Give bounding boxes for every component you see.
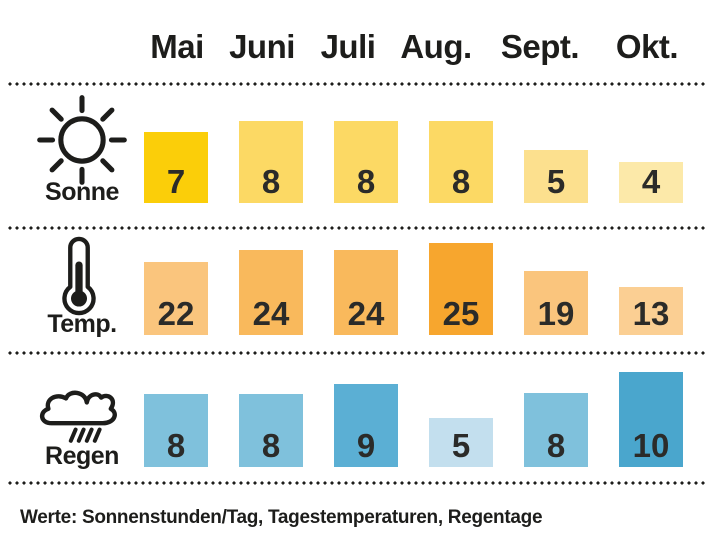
bar-temp-juni: 24 (239, 250, 303, 335)
bar-temp-okt: 13 (619, 287, 683, 335)
bar-regen-aug: 5 (429, 418, 493, 467)
bar-value-temp-mai: 22 (157, 295, 195, 332)
bar-value-regen-mai: 8 (166, 427, 186, 464)
dotted-separator-2 (8, 226, 705, 230)
month-label-mai: Mai (150, 28, 204, 65)
month-label-okt: Okt. (615, 28, 679, 65)
bar-regen-okt: 10 (619, 372, 683, 467)
bar-value-regen-sept: 8 (546, 427, 566, 464)
sun-icon (36, 94, 128, 186)
bar-sonne-mai: 7 (144, 132, 208, 203)
bar-value-sonne-juni: 8 (261, 163, 281, 200)
bar-temp-aug: 25 (429, 243, 493, 335)
bar-value-sonne-juli: 8 (356, 163, 376, 200)
bar-regen-juni: 8 (239, 394, 303, 467)
bar-value-temp-okt: 13 (632, 295, 670, 332)
month-label-sept: Sept. (500, 28, 580, 65)
bar-sonne-okt: 4 (619, 162, 683, 203)
bar-value-regen-aug: 5 (451, 427, 471, 464)
footer-note: Werte: Sonnenstunden/Tag, Tagestemperatu… (20, 507, 543, 528)
row-label-sonne: Sonne (45, 178, 119, 206)
bar-value-sonne-aug: 8 (451, 163, 471, 200)
bar-temp-juli: 24 (334, 250, 398, 335)
row-label-temp: Temp. (47, 310, 117, 338)
dotted-separator-4 (8, 481, 705, 485)
bar-temp-sept: 19 (524, 271, 588, 335)
rain-cloud-icon (34, 371, 130, 445)
bar-value-sonne-okt: 4 (641, 163, 661, 200)
bar-regen-sept: 8 (524, 393, 588, 467)
bar-value-temp-juli: 24 (347, 295, 385, 332)
bar-value-temp-aug: 25 (442, 295, 480, 332)
bar-value-regen-okt: 10 (632, 427, 670, 464)
bar-value-temp-sept: 19 (537, 295, 575, 332)
thermometer-icon (57, 236, 101, 316)
month-label-juli: Juli (320, 28, 376, 65)
dotted-separator-3 (8, 351, 705, 355)
bar-value-temp-juni: 24 (252, 295, 290, 332)
bar-regen-juli: 9 (334, 384, 398, 467)
bar-sonne-aug: 8 (429, 121, 493, 203)
bar-sonne-sept: 5 (524, 150, 588, 203)
bar-temp-mai: 22 (144, 262, 208, 335)
bar-regen-mai: 8 (144, 394, 208, 467)
row-label-regen: Regen (45, 442, 119, 470)
bar-value-regen-juni: 8 (261, 427, 281, 464)
dotted-separator-1 (8, 82, 705, 86)
bar-sonne-juni: 8 (239, 121, 303, 203)
bar-value-regen-juli: 9 (356, 427, 376, 464)
bar-sonne-juli: 8 (334, 121, 398, 203)
bar-value-sonne-sept: 5 (546, 163, 566, 200)
month-label-aug: Aug. (400, 28, 472, 65)
bar-value-sonne-mai: 7 (166, 163, 186, 200)
month-label-juni: Juni (229, 28, 295, 65)
